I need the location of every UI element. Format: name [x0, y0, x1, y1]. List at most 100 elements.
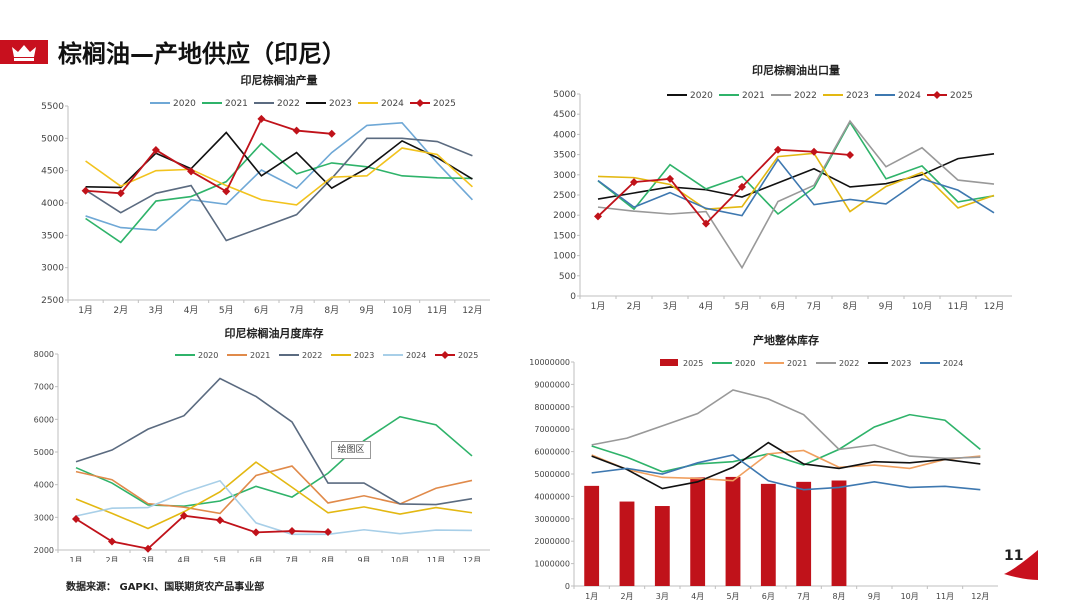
series-marker-2025: [774, 145, 782, 154]
y-tick-label: 0: [570, 292, 576, 302]
legend-label: 2021: [250, 351, 270, 360]
series-line-2021: [85, 142, 473, 244]
series-marker-2025: [116, 189, 125, 198]
series-marker-2025: [222, 187, 231, 196]
legend-label: 2021: [225, 99, 248, 109]
crown-icon: [12, 45, 36, 61]
chart-svg: 产地整体库存 0 1000000 2000000 3000000 4000000 50000…: [529, 333, 998, 601]
bar-2025: [796, 481, 812, 586]
x-tick-label: 1月: [591, 301, 606, 312]
x-tick-label: 3月: [656, 592, 669, 600]
y-tick-label: 1500: [553, 231, 576, 241]
series-line-2020: [85, 121, 473, 231]
y-tick-label: 4000: [34, 481, 54, 490]
y-tick-label: 4500: [41, 167, 64, 177]
series-line-2025: [75, 514, 329, 550]
y-tick-label: 4000: [553, 130, 576, 140]
y-tick-label: 4500: [553, 110, 576, 120]
series-line-2025: [85, 117, 332, 195]
series-marker-2025: [187, 167, 196, 176]
chart-svg: 印尼棕榈油产量 2500 3000 3500 4000 4500 5000 5500 1月 2月 3…: [41, 73, 490, 316]
y-tick-label: 5000: [41, 134, 64, 144]
series-marker-2025: [292, 126, 301, 135]
x-tick-label: 10月: [391, 556, 409, 562]
y-tick-label: 5000000: [534, 470, 570, 479]
series-marker-2025: [180, 511, 188, 520]
legend-label: 2022: [839, 359, 859, 368]
legend-label: 2025: [683, 359, 703, 368]
x-tick-label: 1月: [69, 556, 82, 562]
x-tick-label: 4月: [699, 301, 714, 312]
series-line-2021: [591, 449, 981, 482]
x-tick-label: 4月: [177, 556, 190, 562]
y-tick-label: 6000: [34, 415, 54, 424]
x-tick-label: 5月: [213, 556, 226, 562]
series-marker-2025: [216, 516, 224, 525]
x-tick-label: 9月: [360, 305, 375, 316]
x-tick-label: 10月: [912, 301, 932, 312]
series-marker-2025: [72, 514, 80, 523]
y-tick-label: 5000: [34, 448, 54, 457]
series-line-2021: [75, 465, 473, 515]
plot-area-tooltip: 绘图区: [331, 441, 371, 459]
series-marker-2025: [702, 219, 710, 228]
series-line-2023: [591, 441, 981, 490]
x-tick-label: 7月: [807, 301, 822, 312]
legend-marker: [416, 99, 424, 107]
y-tick-label: 5500: [41, 102, 64, 112]
y-tick-label: 1000000: [534, 560, 570, 569]
series-line-2022: [75, 377, 473, 506]
chart-svg: 印尼棕榈油出口量 0 500 1000 1500 2000 2500 3000 3500 4000…: [553, 63, 1012, 312]
chart-title: 产地整体库存: [753, 333, 819, 347]
series-marker-2025: [257, 114, 266, 123]
x-tick-label: 4月: [691, 592, 704, 600]
x-tick-label: 6月: [249, 556, 262, 562]
y-tick-label: 5000: [553, 90, 576, 100]
x-tick-label: 5月: [726, 592, 739, 600]
legend-marker: [441, 351, 449, 359]
x-tick-label: 1月: [78, 305, 93, 316]
x-tick-label: 2月: [105, 556, 118, 562]
y-tick-label: 500: [559, 272, 576, 282]
series-marker-2025: [327, 129, 336, 138]
series-line-2024: [75, 479, 473, 536]
y-tick-label: 6000000: [534, 448, 570, 457]
series-marker-2025: [594, 212, 602, 221]
y-tick-label: 3500: [41, 231, 64, 241]
series-marker-2025: [630, 178, 638, 187]
x-tick-label: 7月: [289, 305, 304, 316]
bar-2025: [619, 501, 635, 586]
x-tick-label: 10月: [392, 305, 412, 316]
y-tick-label: 7000: [34, 383, 54, 392]
y-tick-label: 4000000: [534, 492, 570, 501]
y-tick-label: 3000: [41, 264, 64, 274]
series-line-2020: [591, 413, 981, 473]
legend-label: 2025: [458, 351, 478, 360]
legend-label: 2024: [406, 351, 426, 360]
series-marker-2025: [81, 186, 90, 195]
legend-label: 2023: [846, 91, 869, 101]
legend-swatch: [660, 359, 678, 366]
x-tick-label: 9月: [868, 592, 881, 600]
x-tick-label: 8月: [324, 305, 339, 316]
brand-logo: [0, 40, 48, 64]
legend-label: 2022: [302, 351, 322, 360]
x-tick-label: 12月: [463, 556, 481, 562]
y-tick-label: 2000: [34, 546, 54, 555]
x-tick-label: 7月: [797, 592, 810, 600]
chart-title: 印尼棕榈油产量: [241, 73, 318, 87]
y-tick-label: 1000: [553, 252, 576, 262]
series-line-2021: [597, 120, 995, 216]
chart-total-stock: 产地整体库存 0 1000000 2000000 3000000 4000000 50000…: [510, 332, 1010, 601]
x-tick-label: 2月: [620, 592, 633, 600]
series-line-2025: [597, 148, 851, 226]
legend-label: 2025: [950, 91, 973, 101]
y-tick-label: 10000000: [529, 358, 570, 367]
legend-label: 2023: [329, 99, 352, 109]
x-tick-label: 9月: [879, 301, 894, 312]
x-tick-label: 1月: [585, 592, 598, 600]
series-line-2022: [597, 119, 995, 270]
series-line-2024: [591, 454, 981, 491]
legend-label: 2020: [173, 99, 196, 109]
y-tick-label: 2500: [41, 296, 64, 306]
